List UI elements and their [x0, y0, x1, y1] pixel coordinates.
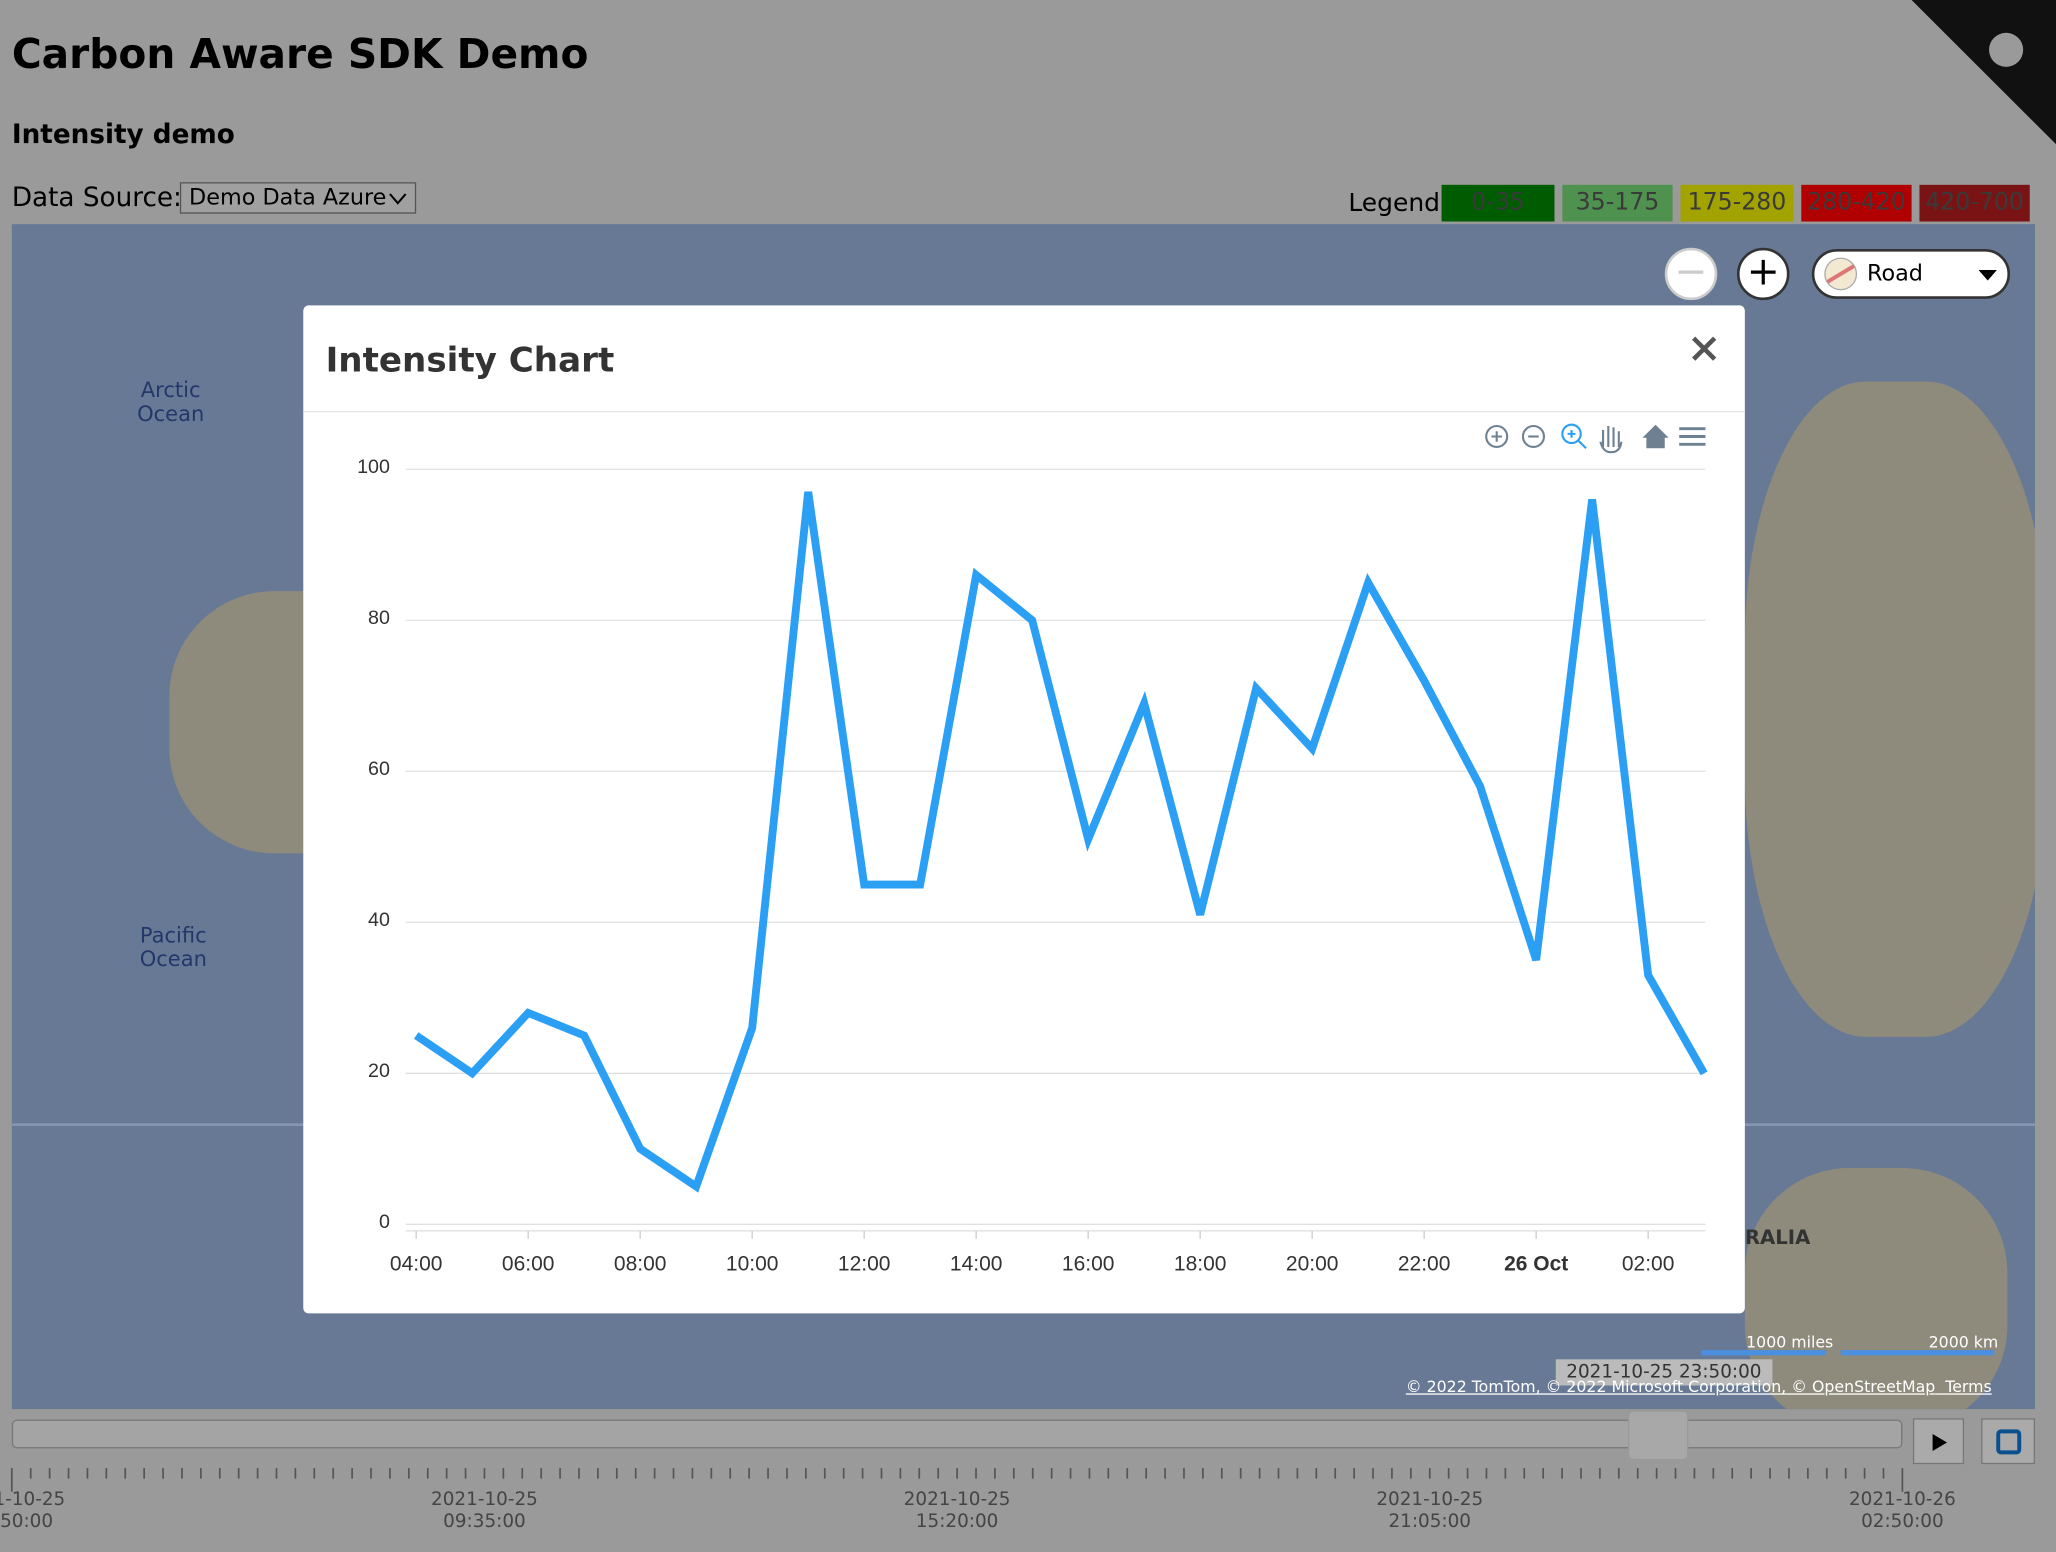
zoom-in-button[interactable]: + — [1736, 247, 1790, 301]
land — [1744, 381, 2035, 1037]
x-tick-label: 26 Oct — [1504, 1252, 1568, 1275]
legend-item: 420-700 — [1919, 184, 2030, 222]
toolbar-reset[interactable] — [1642, 424, 1669, 449]
x-tick-label: 22:00 — [1398, 1252, 1451, 1275]
play-button[interactable] — [1912, 1418, 1965, 1465]
stop-icon — [1996, 1429, 2022, 1455]
timeline-label: 2021-10-25 15:20:00 — [878, 1489, 1036, 1534]
terms-link[interactable]: Terms — [1945, 1377, 1992, 1397]
y-tick-label: 100 — [357, 456, 390, 478]
y-tick-label: 0 — [379, 1211, 390, 1233]
timeline-date: 2021-10-25 — [0, 1489, 66, 1511]
close-button[interactable] — [1692, 336, 1717, 361]
legend-item: 35-175 — [1562, 184, 1673, 222]
x-tick-label: 06:00 — [502, 1252, 555, 1275]
scale-label: 2000 km — [1928, 1333, 1999, 1352]
select-arrow — [1978, 270, 1997, 281]
stop-button[interactable] — [1981, 1418, 2035, 1465]
timeline-time: 21:05:00 — [1388, 1511, 1472, 1533]
timeline-date: 2021-10-26 — [1848, 1489, 1956, 1511]
timeline-time: 02:50:00 — [1861, 1511, 1944, 1533]
y-tick-label: 20 — [368, 1060, 390, 1082]
chart-toolbar — [1485, 423, 1706, 454]
x-tick-label: 14:00 — [950, 1252, 1003, 1275]
timeline-date: 2021-10-25 — [431, 1489, 538, 1511]
x-tick-label: 20:00 — [1286, 1252, 1339, 1275]
chart-dialog: Intensity Chart 0 20 40 60 80 100 04:00 06:00 08… — [303, 305, 1745, 1314]
toolbar-selection-zoom[interactable] — [1561, 423, 1587, 450]
x-tick-label: 08:00 — [614, 1252, 667, 1275]
page-title: Carbon Aware SDK Demo — [11, 31, 589, 79]
timeline-ticks — [10, 1468, 1904, 1492]
timeline-label: 2021-10-25 21:05:00 — [1351, 1489, 1509, 1534]
y-tick-label: 80 — [368, 607, 390, 629]
map-copyright: © 2022 TomTom, © 2022 Microsoft Corporat… — [1406, 1378, 1992, 1396]
legend-item: 280-420 — [1801, 184, 1912, 222]
map-label: Pacific Ocean — [139, 922, 207, 972]
scale-bar — [1840, 1350, 1995, 1356]
timeline-time: 09:35:00 — [443, 1511, 526, 1533]
legend-item: 0-35 — [1441, 184, 1555, 222]
select-value: Demo Data Azure — [189, 184, 387, 212]
time-tooltip: 2021-10-25 23:50:00 — [1555, 1359, 1773, 1386]
x-tick-label: 16:00 — [1062, 1252, 1115, 1275]
play-icon — [1932, 1434, 1948, 1452]
data-source-select[interactable]: Demo Data Azure — [179, 182, 417, 214]
toolbar-pan[interactable] — [1599, 426, 1623, 454]
toolbar-menu[interactable] — [1679, 427, 1706, 446]
timeline-thumb[interactable] — [1627, 1410, 1689, 1461]
land — [1744, 1167, 2008, 1410]
copyright-text: © 2022 TomTom, © 2022 Microsoft Corporat… — [1405, 1377, 1936, 1397]
timeline-time: 03:50:00 — [0, 1511, 54, 1533]
timeline-label: 2021-10-2503:50:00 — [0, 1489, 91, 1534]
timeline-time: 15:20:00 — [915, 1511, 999, 1533]
timeline-date: 2021-10-25 — [903, 1489, 1011, 1511]
x-tick-label: 12:00 — [838, 1252, 891, 1275]
legend-title: Legend — [1348, 188, 1440, 218]
timeline-label: 2021-10-26 02:50:00 — [1824, 1489, 1982, 1534]
timeline-label: 2021-10-25 09:35:00 — [406, 1489, 564, 1534]
data-source-label: Data Source: — [11, 180, 182, 213]
x-tick-label: 10:00 — [726, 1252, 779, 1275]
timeline-date: 2021-10-25 — [1376, 1489, 1484, 1511]
map-label: RALIA — [1744, 1225, 1811, 1250]
toolbar-zoom-in[interactable] — [1485, 424, 1509, 449]
road-icon — [1824, 257, 1858, 291]
x-tick-label: 04:00 — [390, 1252, 443, 1275]
github-corner[interactable] — [1911, 0, 2056, 145]
chart-title: Intensity Chart — [326, 340, 615, 380]
toolbar-zoom-out[interactable] — [1521, 424, 1546, 449]
y-tick-label: 40 — [368, 909, 390, 931]
chart: Intensity Chart 0 20 40 60 80 100 04:00 06:00 08… — [303, 336, 1745, 1275]
map-style-value: Road — [1866, 260, 1923, 288]
scale-label: 1000 miles — [1746, 1333, 1834, 1352]
data-line — [413, 491, 1708, 1193]
scale-bar — [1701, 1350, 1827, 1356]
timeline-track[interactable] — [11, 1419, 1903, 1449]
map-label: Arctic Ocean — [137, 377, 205, 427]
select-arrow — [389, 193, 407, 205]
map-style-select[interactable]: Road — [1811, 249, 2011, 299]
zoom-out-button[interactable]: − — [1664, 247, 1718, 301]
page-subtitle: Intensity demo — [11, 117, 235, 150]
y-tick-label: 60 — [368, 758, 390, 780]
x-tick-label: 18:00 — [1174, 1252, 1227, 1275]
legend-item: 175-280 — [1680, 184, 1794, 222]
x-tick-label: 02:00 — [1622, 1252, 1675, 1275]
